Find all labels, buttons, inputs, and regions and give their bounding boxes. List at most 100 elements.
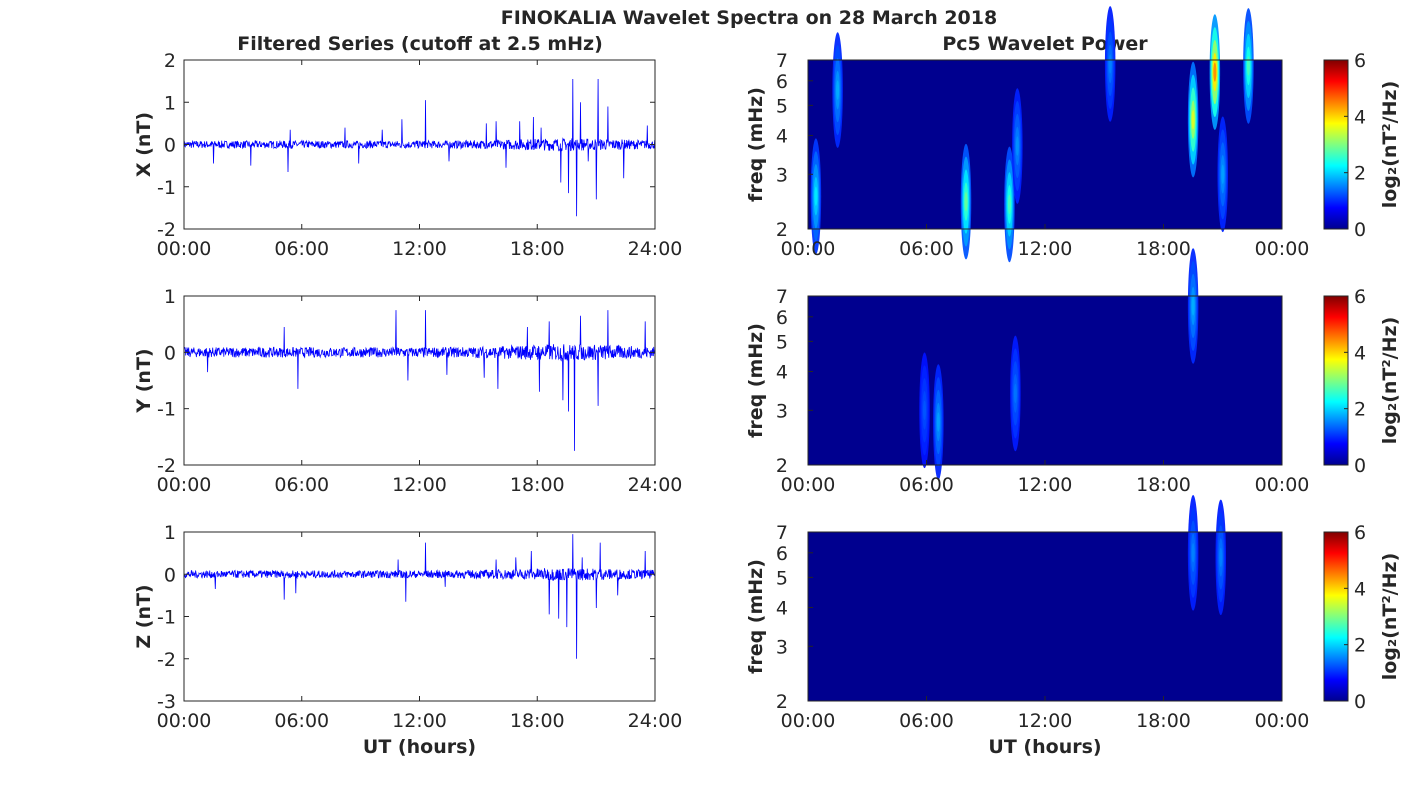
colorbar-tick-label: 2 [1354,163,1366,185]
x-axis-label: UT (hours) [988,736,1101,758]
x-tick-label: 00:00 [157,238,212,260]
power-feature-layer [1007,194,1011,215]
series-panel-2: -2 -1 0 1 00:00 06:00 12:00 18:00 24:00 Y (nT) [133,286,682,496]
y-tick-label: -1 [157,399,176,421]
power-feature [1187,248,1199,364]
y-tick-label: 5 [776,331,788,353]
x-tick-label: 06:00 [899,710,954,732]
x-tick-label: 12:00 [1018,710,1073,732]
y-tick-label: 1 [164,522,176,544]
power-feature-layer [1221,164,1225,184]
y-tick-label: -2 [157,649,176,671]
y-tick-label: 2 [776,691,788,713]
y-axis-label: Z (nT) [133,584,155,648]
colorbar-tick-label: 2 [1354,399,1366,421]
x-tick-label: 06:00 [274,474,329,496]
colorbar-gradient [1323,295,1349,466]
x-tick-label: 12:00 [392,238,447,260]
left-column-title: Filtered Series (cutoff at 2.5 mHz) [237,33,603,55]
y-tick-label: 2 [164,50,176,72]
colorbar-gradient [1323,59,1349,230]
power-feature [919,352,930,469]
y-axis-label: freq (mHz) [745,323,767,438]
x-tick-label: 00:00 [157,710,212,732]
y-tick-label: -2 [157,219,176,241]
y-tick-label: -3 [157,691,176,713]
x-axis-label: UT (hours) [363,736,476,758]
power-feature-layer [836,80,840,100]
x-tick-label: 00:00 [781,474,836,496]
power-feature-layer [936,412,940,432]
x-tick-label: 00:00 [1255,710,1310,732]
colorbar-label: log₂(nT²/Hz) [1379,553,1401,681]
power-feature [1010,335,1021,452]
heatmap-background [808,532,1282,701]
y-tick-label: 7 [776,50,788,72]
power-feature-layer [1213,62,1217,82]
x-tick-label: 12:00 [1018,474,1073,496]
power-feature [1215,499,1227,616]
power-feature [1217,116,1228,233]
x-tick-label: 00:00 [1255,474,1310,496]
colorbar: 0 2 4 6 log₂(nT²/Hz) [1323,50,1401,241]
power-feature [832,32,843,148]
power-feature [1187,494,1199,611]
power-feature-layer [964,191,968,212]
y-tick-label: 5 [776,567,788,589]
figure-title: FINOKALIA Wavelet Spectra on 28 March 20… [501,7,997,29]
y-tick-label: 3 [776,164,788,186]
y-tick-label: 5 [776,95,788,117]
y-axis-label: Y (nT) [133,348,155,413]
y-tick-label: 3 [776,400,788,422]
power-feature [1004,146,1015,263]
y-tick-label: 0 [164,342,176,364]
power-feature-layer [1013,383,1017,404]
colorbar: 0 2 4 6 log₂(nT²/Hz) [1323,522,1401,713]
colorbar-tick-label: 2 [1354,635,1366,657]
y-tick-label: -1 [157,607,176,629]
x-tick-label: 12:00 [392,474,447,496]
x-tick-label: 06:00 [274,710,329,732]
power-feature [1012,88,1023,204]
colorbar-tick-label: 6 [1354,50,1366,72]
x-tick-label: 06:00 [274,238,329,260]
power-feature [1104,6,1116,122]
y-tick-label: 1 [164,286,176,308]
power-feature-layer [1191,296,1195,316]
x-tick-label: 06:00 [899,238,954,260]
y-tick-label: -1 [157,177,176,199]
x-tick-label: 24:00 [628,710,683,732]
colorbar-gradient [1323,531,1349,702]
y-tick-label: 3 [776,636,788,658]
power-feature [1187,61,1199,178]
colorbar-tick-label: 4 [1354,578,1366,600]
x-tick-label: 24:00 [628,238,683,260]
series-panel-3: -3 -2 -1 0 1 00:00 06:00 12:00 18:00 24:00 Z (nT) U… [133,522,682,758]
power-feature-layer [1191,109,1195,130]
y-tick-label: 4 [776,361,788,383]
x-tick-label: 06:00 [899,474,954,496]
power-feature [810,138,822,255]
colorbar-tick-label: 6 [1354,522,1366,544]
power-feature-layer [1191,543,1195,563]
series-line [183,78,656,217]
right-column-title: Pc5 Wavelet Power [942,33,1148,55]
x-tick-label: 18:00 [510,710,565,732]
series-panel-1: -2 -1 0 1 2 00:00 06:00 12:00 18:00 24:00 X (nT) [133,50,682,260]
power-feature-layer [923,400,927,420]
y-tick-label: 7 [776,522,788,544]
y-tick-label: 4 [776,597,788,619]
colorbar-tick-label: 4 [1354,106,1366,128]
colorbar-tick-label: 0 [1354,455,1366,477]
y-tick-label: 1 [164,92,176,114]
x-tick-label: 18:00 [510,238,565,260]
plot-area [184,296,655,465]
plot-area [184,532,655,701]
x-tick-label: 18:00 [1136,474,1191,496]
power-feature-layer [1219,547,1223,568]
y-tick-label: 2 [776,455,788,477]
x-tick-label: 00:00 [1255,238,1310,260]
x-tick-label: 00:00 [157,474,212,496]
